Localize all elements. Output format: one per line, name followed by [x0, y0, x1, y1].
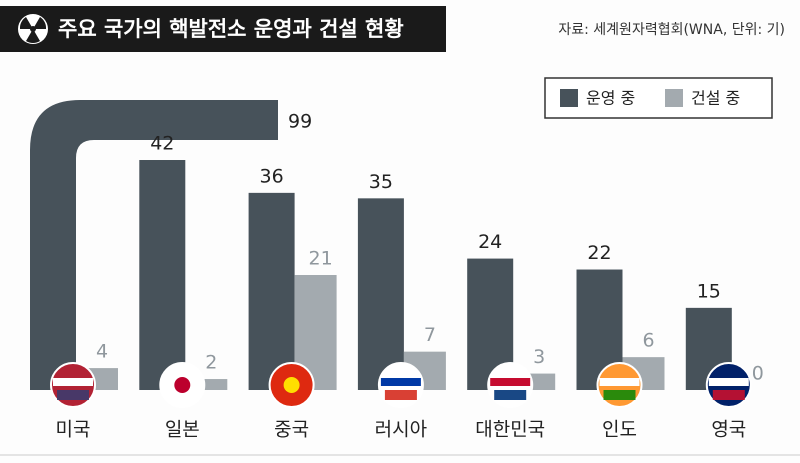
title-bar [0, 6, 446, 52]
legend-swatch [665, 89, 683, 107]
flag-band [384, 390, 417, 400]
legend-label: 운영 중 [586, 89, 635, 108]
flag-band [599, 378, 640, 386]
value-label: 42 [150, 133, 174, 155]
flag-band [57, 390, 89, 400]
flag-emblem [174, 377, 191, 393]
bar-broken [30, 100, 278, 390]
value-label: 35 [369, 171, 393, 193]
flag-emblem [283, 377, 300, 393]
x-tick-label: 일본 [165, 419, 200, 441]
value-label: 99 [288, 111, 312, 133]
flag-band [708, 378, 749, 386]
bar [185, 379, 228, 390]
flag-icon [596, 362, 643, 408]
value-label: 36 [260, 165, 284, 187]
bar [139, 160, 186, 390]
value-label: 2 [205, 352, 217, 374]
value-label: 15 [697, 280, 721, 302]
flag-icon [159, 362, 206, 408]
flag-band [603, 390, 636, 400]
value-label: 3 [533, 346, 545, 368]
value-label: 21 [309, 248, 333, 270]
radiation-icon [18, 14, 48, 44]
x-tick-label: 영국 [711, 419, 746, 441]
flag-icon [268, 362, 315, 408]
value-label: 6 [642, 330, 654, 352]
source: 자료: 세계원자력협회(WNA, 단위: 기) [558, 22, 785, 38]
x-tick-label: 미국 [56, 419, 91, 441]
value-label: 4 [96, 341, 108, 363]
flag-band [53, 378, 93, 386]
value-label: 24 [478, 231, 502, 253]
value-label: 22 [587, 242, 611, 264]
value-label: 0 [752, 363, 764, 385]
flag-band [490, 378, 531, 386]
x-tick-label: 러시아 [375, 419, 427, 441]
flag-icon [487, 362, 534, 408]
flag-icon [705, 362, 752, 408]
flag-band [494, 390, 527, 400]
legend-label: 건설 중 [691, 89, 740, 108]
value-label: 7 [424, 324, 436, 346]
chart-title: 주요 국가의 핵발전소 운영과 건설 현황 [58, 17, 404, 41]
flag-icon [377, 362, 424, 408]
flag-icon [50, 362, 96, 408]
flag-band [712, 390, 745, 400]
flag-band [380, 378, 421, 386]
bar [357, 198, 404, 390]
legend-box [544, 77, 773, 119]
x-tick-label: 대한민국 [475, 419, 545, 441]
legend-swatch [560, 89, 578, 107]
x-tick-label: 인도 [602, 419, 637, 441]
bar [248, 192, 295, 390]
x-tick-label: 중국 [274, 419, 309, 441]
